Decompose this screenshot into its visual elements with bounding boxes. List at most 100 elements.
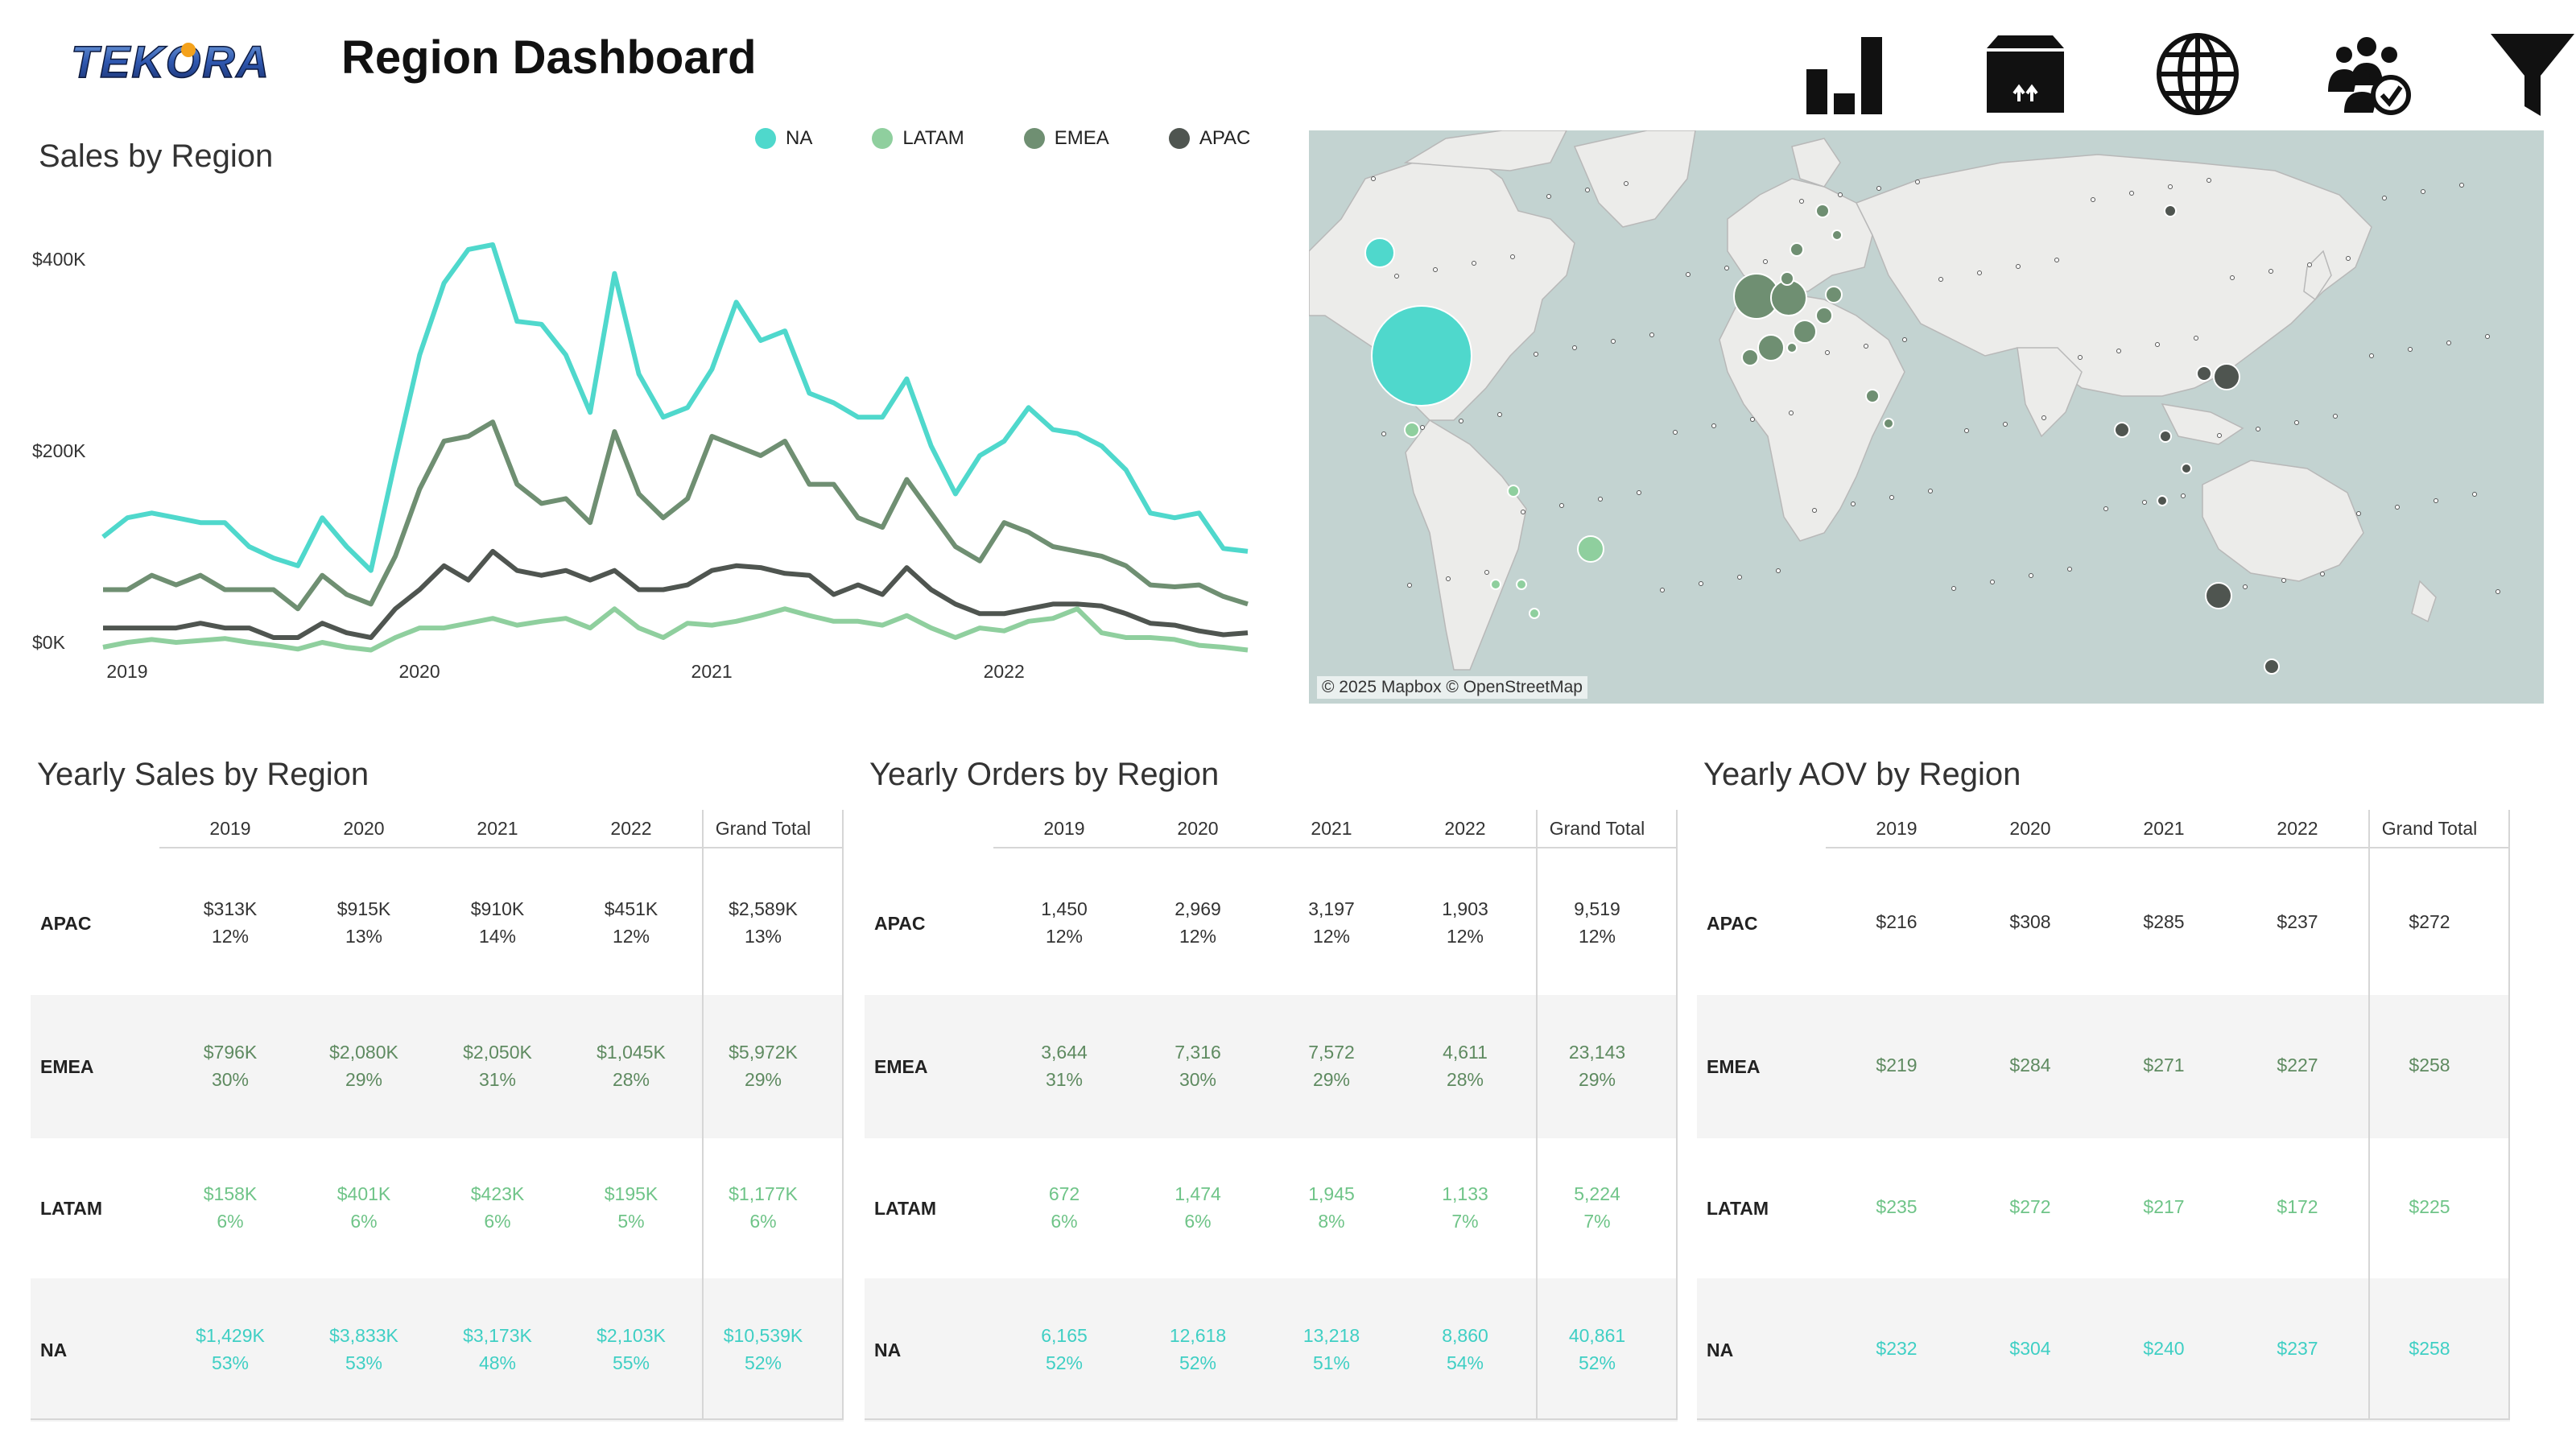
map-location-dot[interactable] <box>1711 423 1716 428</box>
map-bubble-emea[interactable] <box>1831 229 1843 241</box>
map-location-dot[interactable] <box>1624 181 1629 186</box>
map-location-dot[interactable] <box>2421 189 2425 194</box>
map-bubble-emea[interactable] <box>1757 334 1785 361</box>
map-location-dot[interactable] <box>2346 256 2351 261</box>
map-bubble-emea[interactable] <box>1786 342 1798 353</box>
map-location-dot[interactable] <box>1521 510 1525 514</box>
map-location-dot[interactable] <box>1546 194 1551 199</box>
map-location-dot[interactable] <box>1750 417 1755 422</box>
map-bubble-apac[interactable] <box>2264 658 2280 675</box>
column-header[interactable]: 2019 <box>1876 818 1918 839</box>
series-line-latam[interactable] <box>102 606 1249 653</box>
table-row[interactable] <box>31 995 844 1138</box>
map-location-dot[interactable] <box>1446 576 1451 581</box>
package-icon[interactable] <box>1980 29 2070 119</box>
map-bubble-emea[interactable] <box>1741 349 1759 366</box>
map-location-dot[interactable] <box>1407 583 1412 588</box>
column-header[interactable]: 2021 <box>477 818 518 839</box>
map-location-dot[interactable] <box>2320 572 2325 576</box>
column-header[interactable]: Grand Total <box>1549 818 1645 839</box>
map-location-dot[interactable] <box>2168 184 2173 189</box>
map-bubble-latam[interactable] <box>1577 535 1604 563</box>
map-bubble-na[interactable] <box>1371 305 1472 407</box>
map-location-dot[interactable] <box>1915 180 1920 184</box>
map-bubble-apac[interactable] <box>2196 365 2212 382</box>
map-location-dot[interactable] <box>2268 269 2273 274</box>
table-row[interactable] <box>865 995 1678 1138</box>
map-bubble-emea[interactable] <box>1825 286 1843 303</box>
sales-line-chart[interactable]: $0K $200K $400K 2019 2020 2021 2022 <box>0 185 1272 700</box>
map-location-dot[interactable] <box>1637 490 1641 495</box>
map-bubble-na[interactable] <box>1364 237 1395 268</box>
map-attribution[interactable]: © 2025 Mapbox © OpenStreetMap <box>1317 676 1587 699</box>
series-line-na[interactable] <box>101 242 1249 573</box>
map-location-dot[interactable] <box>2016 264 2021 269</box>
legend-item-apac[interactable]: APAC <box>1168 127 1250 150</box>
legend-item-latam[interactable]: LATAM <box>872 127 964 150</box>
map-location-dot[interactable] <box>2207 178 2211 183</box>
map-location-dot[interactable] <box>2194 336 2198 341</box>
map-location-dot[interactable] <box>1534 352 1538 357</box>
map-location-dot[interactable] <box>1928 489 1933 493</box>
column-header[interactable]: Grand Total <box>2381 818 2478 839</box>
map-location-dot[interactable] <box>2217 433 2222 438</box>
map-location-dot[interactable] <box>2485 334 2490 339</box>
customers-check-icon[interactable] <box>2322 29 2412 119</box>
map-location-dot[interactable] <box>1559 503 1564 508</box>
map-location-dot[interactable] <box>1673 430 1678 435</box>
map-bubble-apac[interactable] <box>2205 582 2232 609</box>
map-location-dot[interactable] <box>1851 502 1856 506</box>
column-header[interactable]: 2022 <box>2277 818 2318 839</box>
map-location-dot[interactable] <box>1660 588 1665 592</box>
column-header[interactable]: 2022 <box>1444 818 1486 839</box>
map-location-dot[interactable] <box>1420 425 1425 430</box>
map-location-dot[interactable] <box>2496 589 2500 594</box>
column-header[interactable]: 2021 <box>2143 818 2185 839</box>
map-location-dot[interactable] <box>1394 274 1399 279</box>
map-location-dot[interactable] <box>2281 578 2286 583</box>
map-location-dot[interactable] <box>2003 422 2008 427</box>
map-bubble-emea[interactable] <box>1793 320 1817 344</box>
globe-icon[interactable] <box>2153 29 2243 119</box>
map-location-dot[interactable] <box>1902 337 1907 342</box>
map-location-dot[interactable] <box>2041 415 2046 420</box>
sales-map[interactable]: © 2025 Mapbox © OpenStreetMap <box>1308 130 2544 704</box>
map-location-dot[interactable] <box>1864 344 1868 349</box>
map-location-dot[interactable] <box>2369 353 2374 358</box>
map-location-dot[interactable] <box>1876 186 1881 191</box>
map-location-dot[interactable] <box>1371 176 1376 181</box>
map-location-dot[interactable] <box>2294 420 2299 425</box>
column-header[interactable]: 2020 <box>1177 818 1219 839</box>
map-location-dot[interactable] <box>2243 584 2248 589</box>
map-location-dot[interactable] <box>1724 266 1729 270</box>
map-location-dot[interactable] <box>2472 492 2477 497</box>
map-location-dot[interactable] <box>2382 196 2387 200</box>
map-bubble-emea[interactable] <box>1815 307 1833 324</box>
map-location-dot[interactable] <box>1737 575 1742 580</box>
map-location-dot[interactable] <box>2395 505 2400 510</box>
map-location-dot[interactable] <box>2459 183 2464 188</box>
map-bubble-latam[interactable] <box>1507 485 1520 497</box>
filter-icon[interactable] <box>2487 29 2576 119</box>
series-line-emea[interactable] <box>103 419 1249 612</box>
column-header[interactable]: 2020 <box>343 818 385 839</box>
map-location-dot[interactable] <box>2067 567 2072 572</box>
map-location-dot[interactable] <box>2333 414 2338 419</box>
map-location-dot[interactable] <box>1812 508 1817 513</box>
map-location-dot[interactable] <box>2446 341 2451 345</box>
map-location-dot[interactable] <box>2116 349 2121 353</box>
column-header[interactable]: 2019 <box>209 818 251 839</box>
map-location-dot[interactable] <box>2103 506 2108 511</box>
column-header[interactable]: 2022 <box>610 818 652 839</box>
map-location-dot[interactable] <box>1686 272 1690 277</box>
map-location-dot[interactable] <box>1497 412 1502 417</box>
map-location-dot[interactable] <box>1990 580 1995 584</box>
map-bubble-emea[interactable] <box>1790 242 1804 257</box>
map-location-dot[interactable] <box>2434 498 2438 503</box>
map-location-dot[interactable] <box>1825 350 1830 355</box>
table-row[interactable] <box>865 1278 1678 1422</box>
map-location-dot[interactable] <box>1510 254 1515 259</box>
map-location-dot[interactable] <box>1472 261 1476 266</box>
map-location-dot[interactable] <box>1776 568 1781 573</box>
legend-item-na[interactable]: NA <box>755 127 812 150</box>
